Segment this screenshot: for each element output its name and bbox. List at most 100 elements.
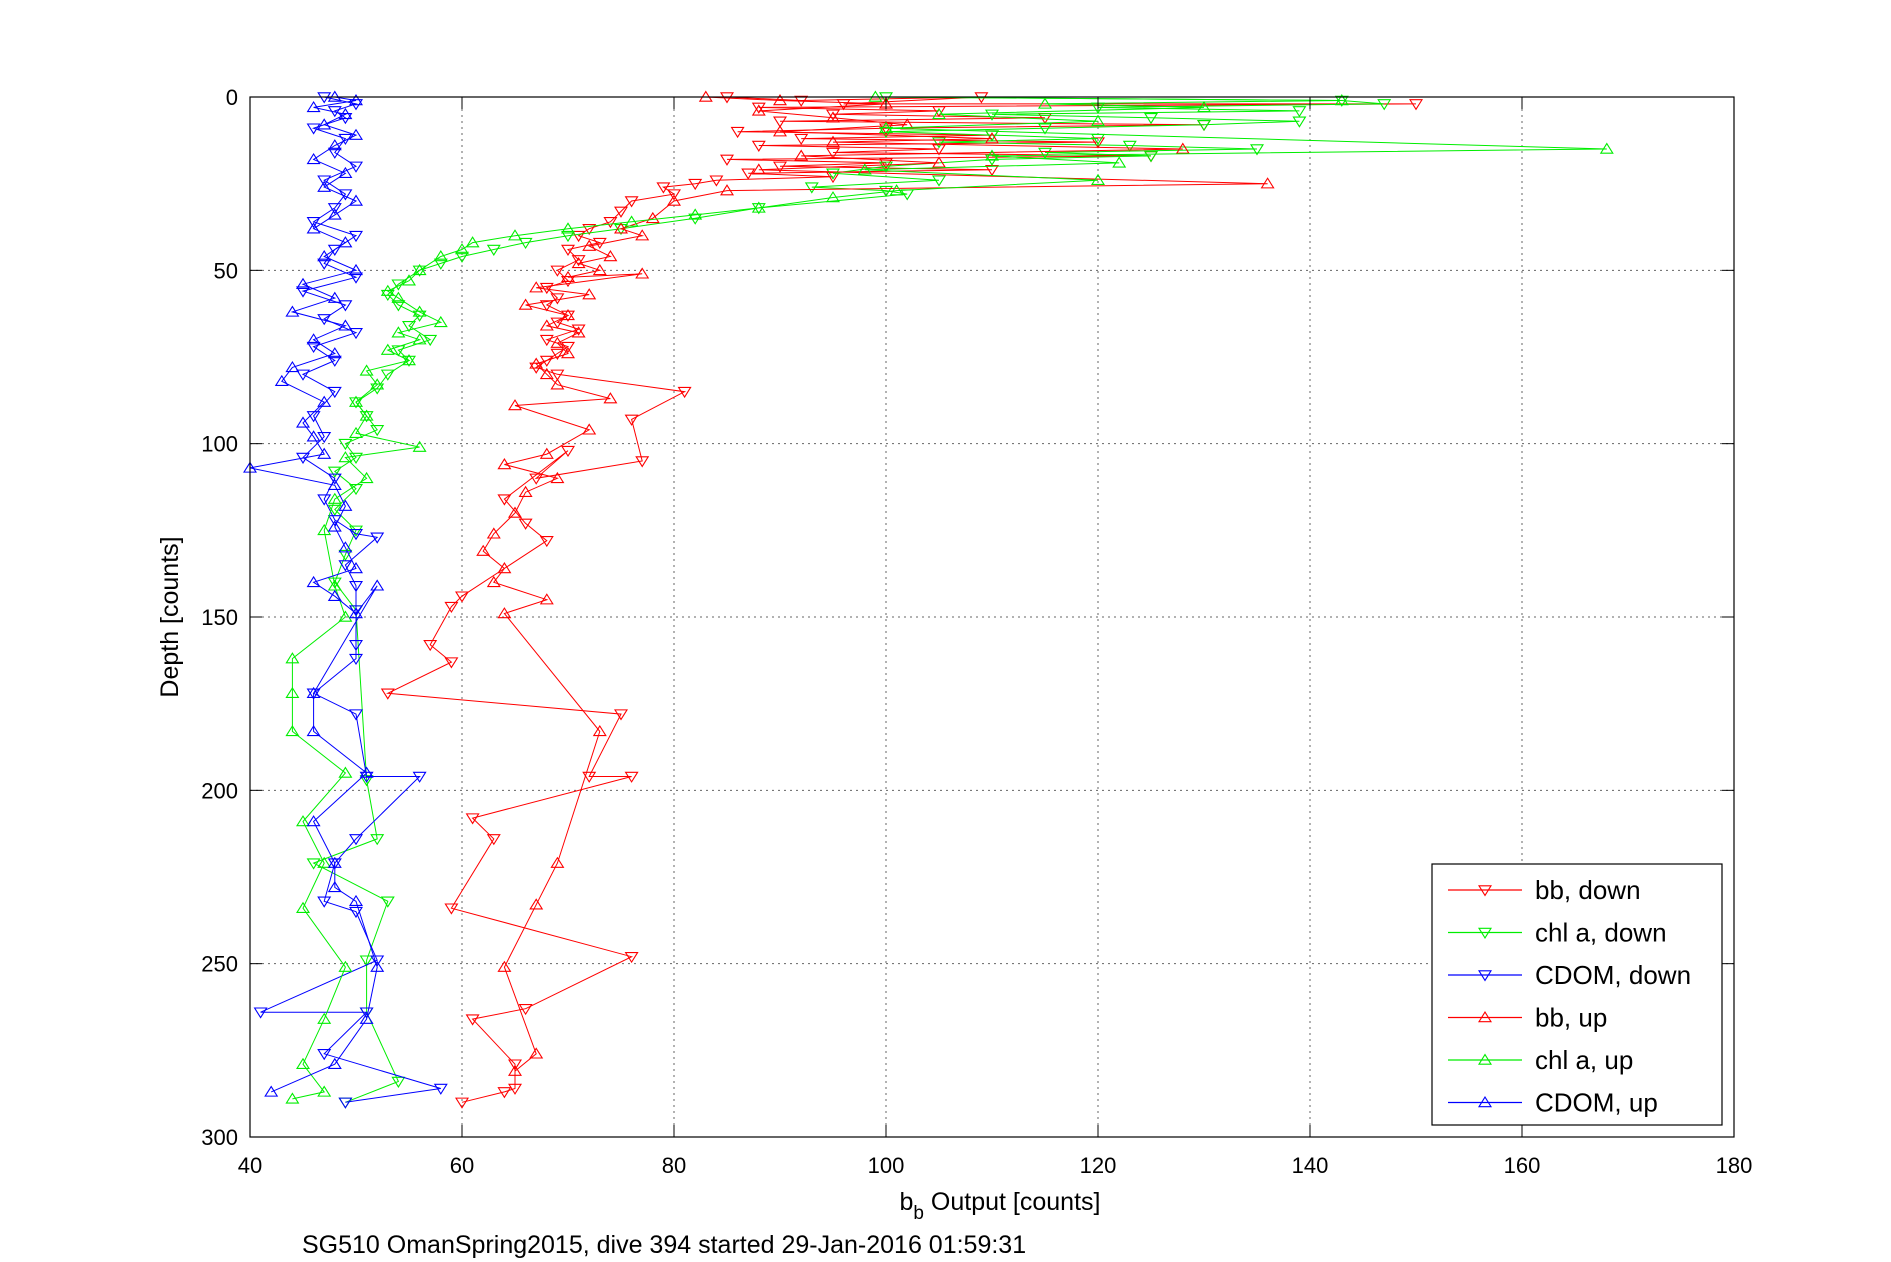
data-point bbox=[317, 250, 332, 262]
data-point bbox=[412, 771, 427, 783]
tick-layer bbox=[249, 96, 1735, 1138]
data-point bbox=[349, 562, 363, 574]
data-point bbox=[327, 386, 342, 399]
data-point bbox=[296, 369, 310, 381]
data-point bbox=[698, 90, 713, 102]
data-point bbox=[338, 766, 353, 778]
data-point bbox=[518, 298, 533, 310]
data-point bbox=[285, 305, 300, 317]
series-line bbox=[385, 96, 1417, 1103]
legend-label: chl a, down bbox=[1535, 918, 1667, 948]
data-point bbox=[1377, 99, 1392, 111]
data-point bbox=[857, 163, 872, 175]
data-point bbox=[826, 171, 840, 184]
data-point bbox=[338, 560, 353, 572]
data-point bbox=[338, 438, 353, 451]
data-point bbox=[349, 161, 363, 173]
data-point bbox=[306, 575, 321, 588]
data-point bbox=[285, 724, 300, 737]
data-point bbox=[985, 149, 999, 161]
data-point bbox=[868, 90, 883, 102]
legend-label: bb, down bbox=[1535, 875, 1641, 905]
x-tick-label: 80 bbox=[662, 1153, 686, 1178]
series-chl-a-up bbox=[285, 90, 1614, 1104]
data-point bbox=[296, 286, 310, 298]
data-point bbox=[380, 343, 395, 355]
data-point bbox=[380, 284, 395, 296]
data-point bbox=[635, 456, 650, 468]
data-point bbox=[497, 607, 512, 619]
data-point bbox=[836, 99, 851, 111]
data-point bbox=[582, 771, 597, 783]
data-point bbox=[359, 409, 374, 421]
data-point bbox=[402, 274, 416, 286]
data-point bbox=[327, 858, 342, 870]
data-point bbox=[412, 440, 427, 452]
data-point bbox=[550, 293, 565, 305]
legend-marker bbox=[1478, 1053, 1492, 1065]
data-point bbox=[444, 903, 459, 915]
data-point bbox=[306, 333, 321, 345]
data-point bbox=[486, 244, 501, 256]
data-point bbox=[529, 357, 544, 369]
data-point bbox=[1144, 151, 1158, 163]
data-point bbox=[561, 347, 575, 359]
y-tick-label: 50 bbox=[214, 258, 238, 283]
data-point bbox=[338, 107, 353, 120]
data-point bbox=[1599, 142, 1614, 154]
data-point bbox=[359, 411, 374, 423]
data-point bbox=[338, 300, 353, 312]
data-point bbox=[751, 102, 766, 114]
data-point bbox=[804, 182, 819, 194]
data-point bbox=[317, 1085, 332, 1097]
data-point bbox=[370, 532, 385, 544]
data-point bbox=[561, 270, 575, 283]
data-point bbox=[317, 395, 332, 407]
data-point bbox=[508, 229, 522, 241]
data-point bbox=[741, 168, 756, 180]
data-point bbox=[603, 392, 618, 404]
series-layer bbox=[243, 90, 1614, 1109]
data-point bbox=[349, 272, 363, 284]
data-point bbox=[794, 133, 809, 146]
data-point bbox=[773, 116, 787, 128]
y-tick-label: 150 bbox=[201, 605, 238, 630]
data-point bbox=[327, 347, 342, 359]
data-point bbox=[1292, 116, 1307, 128]
data-point bbox=[465, 236, 480, 248]
data-point bbox=[349, 653, 363, 666]
series-line bbox=[312, 96, 1385, 1103]
data-point bbox=[879, 123, 893, 135]
data-point bbox=[423, 334, 438, 347]
data-point bbox=[539, 334, 554, 347]
data-point bbox=[561, 445, 575, 458]
data-point bbox=[1144, 151, 1158, 163]
legend-label: CDOM, up bbox=[1535, 1088, 1658, 1118]
x-axis-label: bb Output [counts] bbox=[900, 1188, 1101, 1224]
data-point bbox=[539, 535, 554, 548]
data-point bbox=[1091, 173, 1105, 185]
data-point bbox=[465, 1014, 480, 1026]
data-point bbox=[879, 158, 893, 170]
data-point bbox=[338, 1097, 353, 1109]
data-point bbox=[349, 906, 363, 919]
data-point bbox=[1112, 156, 1127, 168]
data-point bbox=[985, 132, 999, 144]
data-point bbox=[338, 610, 353, 622]
y-tick-label: 100 bbox=[201, 432, 238, 457]
data-point bbox=[667, 189, 681, 201]
data-point bbox=[1334, 95, 1349, 107]
data-point bbox=[508, 1083, 522, 1095]
data-point bbox=[317, 118, 332, 130]
data-point bbox=[624, 215, 639, 227]
legend-item: CDOM, up bbox=[1448, 1088, 1658, 1118]
data-point bbox=[306, 411, 321, 423]
data-point bbox=[645, 211, 660, 224]
legend: bb, down chl a, down CDOM, down bb, up chl a… bbox=[1431, 863, 1723, 1126]
data-point bbox=[571, 256, 586, 269]
data-point bbox=[773, 161, 787, 173]
data-point bbox=[349, 426, 363, 439]
data-point bbox=[455, 243, 469, 255]
series-line bbox=[482, 96, 1268, 1072]
